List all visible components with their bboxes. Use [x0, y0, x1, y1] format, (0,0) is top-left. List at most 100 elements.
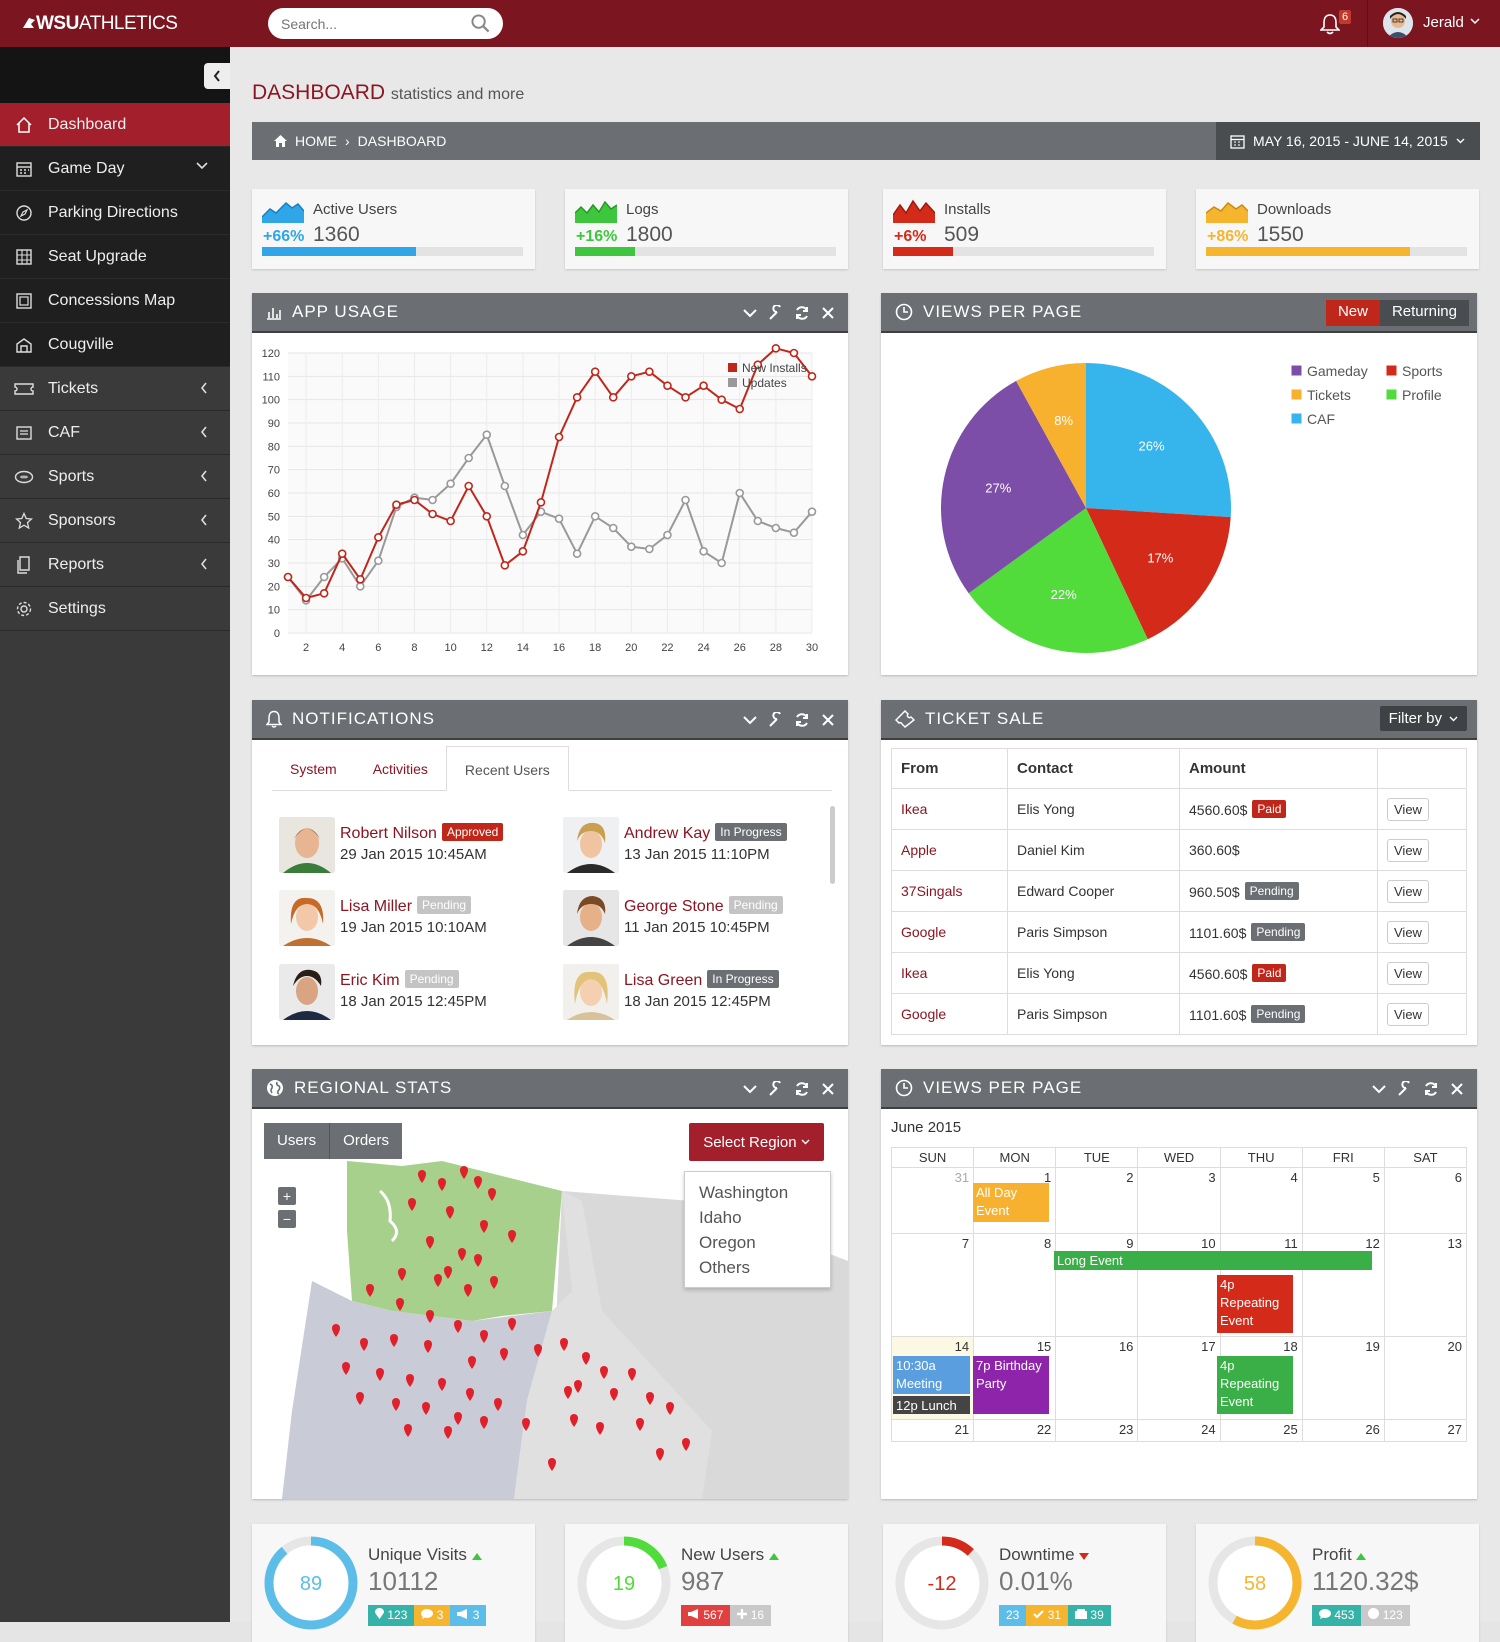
wrench-icon[interactable] [1397, 1081, 1413, 1097]
close-icon[interactable] [820, 712, 836, 728]
region-option[interactable]: Idaho [699, 1208, 742, 1227]
view-button[interactable]: View [1387, 838, 1429, 862]
sidebar-item-caf[interactable]: CAF [0, 411, 230, 455]
globe-chip[interactable]: 123 [1361, 1605, 1410, 1626]
calendar-event-repeating[interactable]: 4p Repeating Event [1217, 1356, 1293, 1414]
sidebar-item-seat-upgrade[interactable]: Seat Upgrade [0, 235, 230, 279]
search-icon[interactable] [471, 14, 490, 33]
calendar-day[interactable]: 23 [1055, 1419, 1139, 1442]
calendar-day[interactable]: 2 [1055, 1167, 1139, 1234]
sidebar-item-game-day[interactable]: Game Day [0, 147, 230, 191]
sidebar-item-sponsors[interactable]: Sponsors [0, 499, 230, 543]
calendar-day[interactable]: 13 [1383, 1233, 1468, 1337]
list-item[interactable]: Andrew Kay In Progress 13 Jan 2015 11:10P… [563, 817, 813, 877]
regional-map[interactable] [252, 1111, 848, 1499]
user-name[interactable]: Jerald [1423, 14, 1464, 31]
comment-chip[interactable]: 3 [414, 1605, 451, 1626]
location-chip[interactable]: 123 [368, 1605, 415, 1626]
calendar-event-long[interactable]: Long Event [1054, 1251, 1372, 1270]
chevron-down-icon[interactable] [1470, 18, 1480, 25]
sidebar-collapse-button[interactable] [204, 63, 230, 89]
toggle-returning[interactable]: Returning [1379, 300, 1469, 326]
list-item[interactable]: Eric Kim Pending 18 Jan 2015 12:45PM [279, 964, 529, 1024]
plus-chip[interactable]: 16 [730, 1605, 772, 1626]
zoom-out-button[interactable]: − [278, 1210, 296, 1228]
region-option[interactable]: Oregon [699, 1233, 756, 1252]
tab-orders[interactable]: Orders [329, 1123, 402, 1159]
sidebar-item-settings[interactable]: Settings [0, 587, 230, 631]
calendar-day[interactable]: 12 [1301, 1233, 1385, 1337]
view-button[interactable]: View [1387, 920, 1429, 944]
calendar-day[interactable]: 17 [1137, 1336, 1221, 1420]
calendar-day[interactable]: 4 [1219, 1167, 1303, 1234]
list-item[interactable]: Lisa Miller Pending 19 Jan 2015 10:10AM [279, 890, 529, 950]
view-button[interactable]: View [1387, 1002, 1429, 1026]
calendar-day[interactable]: 7 [890, 1233, 975, 1337]
toggle-new[interactable]: New [1325, 300, 1380, 326]
cell-from[interactable]: Google [891, 993, 1008, 1035]
check-chip[interactable]: 31 [1026, 1605, 1069, 1626]
wrench-icon[interactable] [768, 712, 784, 728]
sidebar-item-cougville[interactable]: Cougville [0, 323, 230, 367]
date-range-picker[interactable]: MAY 16, 2015 - JUNE 14, 2015 [1216, 122, 1480, 160]
calendar-day[interactable]: 19 [1301, 1336, 1385, 1420]
megaphone-chip[interactable]: 3 [450, 1605, 487, 1626]
list-item[interactable]: Robert Nilson Approved 29 Jan 2015 10:45A… [279, 817, 529, 877]
zoom-in-button[interactable]: + [278, 1187, 296, 1205]
calendar-day[interactable]: 8 [973, 1233, 1057, 1337]
tab-activities[interactable]: Activities [372, 761, 428, 777]
select-region-dropdown[interactable]: Select Region [689, 1123, 824, 1161]
calendar-event-birthday[interactable]: 7p Birthday Party [973, 1356, 1049, 1414]
view-button[interactable]: View [1387, 797, 1429, 821]
bell-icon[interactable] [1320, 13, 1340, 35]
cell-from[interactable]: Google [891, 911, 1008, 953]
close-icon[interactable] [820, 305, 836, 321]
calendar-event-all-day[interactable]: All Day Event [973, 1183, 1049, 1222]
calendar-day[interactable]: 24 [1137, 1419, 1221, 1442]
calendar-day[interactable]: 26 [1301, 1419, 1385, 1442]
wrench-icon[interactable] [768, 305, 784, 321]
calendar-event-repeating[interactable]: 4p Repeating Event [1217, 1275, 1293, 1333]
megaphone-chip[interactable]: 567 [681, 1605, 731, 1626]
calendar-day[interactable]: 10 [1137, 1233, 1221, 1337]
sidebar-item-sports[interactable]: Sports [0, 455, 230, 499]
calendar-event-meeting[interactable]: 10:30a Meeting [893, 1356, 970, 1394]
inbox-chip[interactable]: 39 [1068, 1605, 1111, 1626]
close-icon[interactable] [820, 1081, 836, 1097]
breadcrumb-home[interactable]: HOME [295, 133, 337, 149]
refresh-icon[interactable] [794, 1081, 810, 1097]
calendar-day[interactable]: 22 [973, 1419, 1057, 1442]
tab-recent-users[interactable]: Recent Users [445, 746, 569, 791]
close-icon[interactable] [1449, 1081, 1465, 1097]
calendar-event-lunch[interactable]: 12p Lunch [893, 1396, 970, 1414]
collapse-icon[interactable] [742, 712, 758, 728]
calendar-day[interactable]: 3 [1137, 1167, 1221, 1234]
cell-from[interactable]: 37Singals [891, 870, 1008, 912]
sidebar-item-concessions-map[interactable]: Concessions Map [0, 279, 230, 323]
comment-chip[interactable]: 453 [1312, 1605, 1362, 1626]
calendar-day[interactable]: 21 [890, 1419, 975, 1442]
cell-from[interactable]: Apple [891, 829, 1008, 871]
calendar-day[interactable]: 27 [1383, 1419, 1468, 1442]
collapse-icon[interactable] [742, 1081, 758, 1097]
refresh-icon[interactable] [794, 305, 810, 321]
sidebar-item-dashboard[interactable]: Dashboard [0, 103, 230, 147]
calendar-day[interactable]: 9 [1055, 1233, 1139, 1337]
user-avatar[interactable] [1383, 8, 1413, 38]
filter-by-dropdown[interactable]: Filter by [1379, 706, 1467, 731]
region-option[interactable]: Washington [699, 1183, 789, 1202]
collapse-icon[interactable] [742, 305, 758, 321]
refresh-icon[interactable] [794, 712, 810, 728]
calendar-day[interactable]: 6 [1383, 1167, 1468, 1234]
list-item[interactable]: George Stone Pending 11 Jan 2015 10:45PM [563, 890, 813, 950]
scrollbar[interactable] [830, 806, 835, 884]
view-button[interactable]: View [1387, 961, 1429, 985]
calendar-day[interactable]: 20 [1383, 1336, 1468, 1420]
calendar-day[interactable]: 25 [1219, 1419, 1303, 1442]
list-item[interactable]: Lisa Green In Progress 18 Jan 2015 12:45P… [563, 964, 813, 1024]
tab-users[interactable]: Users [277, 1132, 317, 1149]
sidebar-item-tickets[interactable]: Tickets [0, 367, 230, 411]
calendar-day[interactable]: 16 [1055, 1336, 1139, 1420]
region-option[interactable]: Others [699, 1258, 751, 1277]
wrench-icon[interactable] [768, 1081, 784, 1097]
